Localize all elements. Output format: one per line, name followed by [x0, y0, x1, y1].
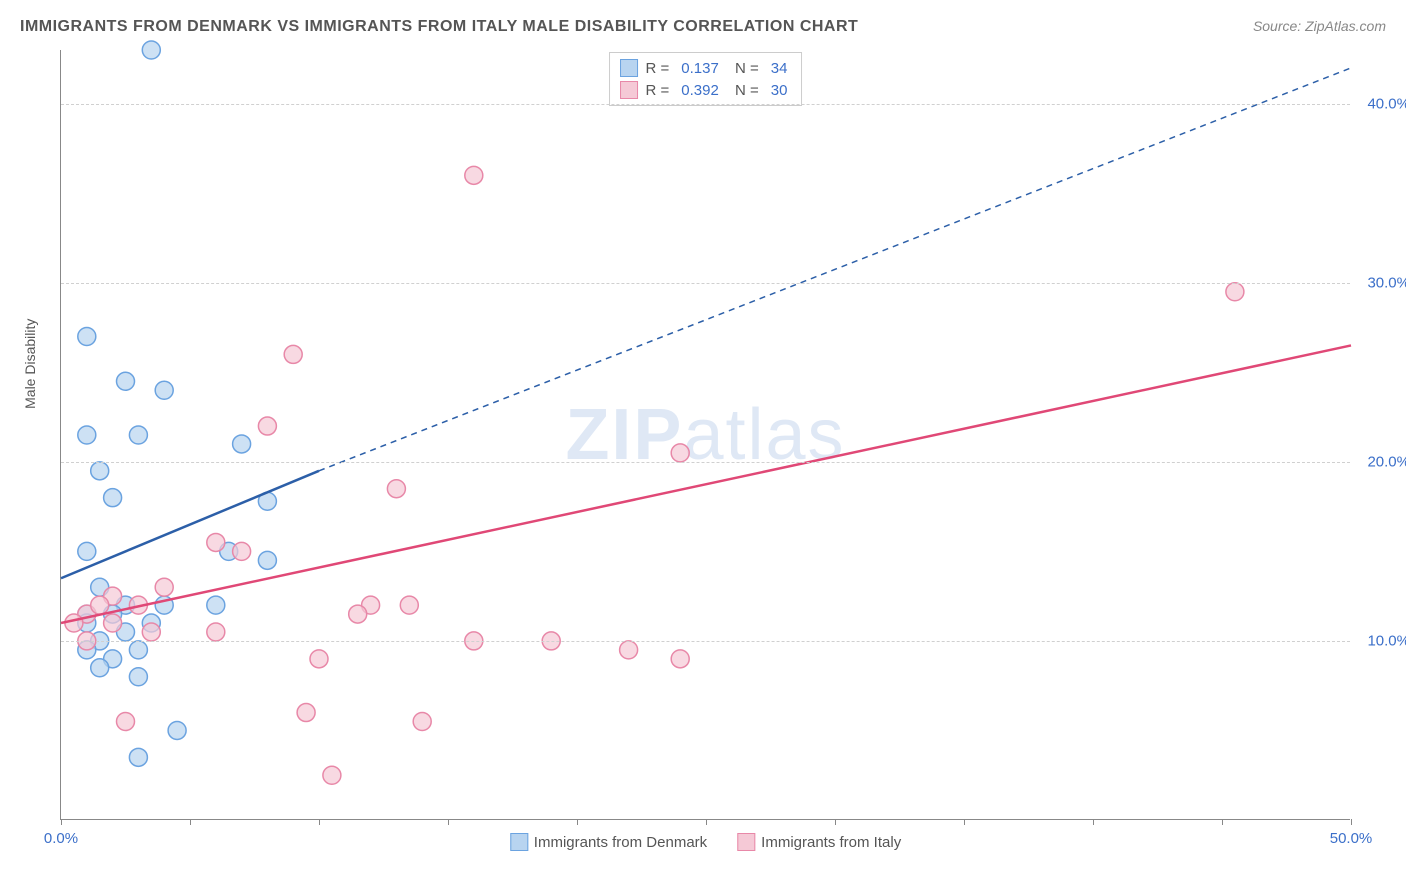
data-point	[91, 659, 109, 677]
data-point	[400, 596, 418, 614]
x-tick-label: 0.0%	[44, 830, 78, 847]
grid-line	[61, 641, 1350, 642]
y-tick-label: 30.0%	[1367, 274, 1406, 291]
data-point	[465, 166, 483, 184]
data-point	[258, 417, 276, 435]
data-point	[297, 704, 315, 722]
data-point	[142, 41, 160, 59]
data-point	[129, 641, 147, 659]
data-point	[233, 435, 251, 453]
data-point	[129, 748, 147, 766]
trend-line-dashed	[319, 68, 1351, 471]
data-point	[233, 542, 251, 560]
data-point	[104, 614, 122, 632]
x-tick	[1093, 819, 1094, 825]
data-point	[78, 426, 96, 444]
data-point	[117, 713, 135, 731]
x-tick	[1351, 819, 1352, 825]
x-tick	[577, 819, 578, 825]
grid-line	[61, 283, 1350, 284]
source-label: Source: ZipAtlas.com	[1253, 18, 1386, 34]
data-point	[323, 766, 341, 784]
data-point	[78, 328, 96, 346]
data-point	[1226, 283, 1244, 301]
data-point	[349, 605, 367, 623]
data-point	[671, 650, 689, 668]
legend-item-denmark: Immigrants from Denmark	[510, 833, 707, 851]
x-tick	[835, 819, 836, 825]
legend-label-italy: Immigrants from Italy	[761, 834, 901, 851]
y-tick-label: 40.0%	[1367, 95, 1406, 112]
swatch-denmark-icon	[510, 833, 528, 851]
y-tick-label: 20.0%	[1367, 453, 1406, 470]
chart-title: IMMIGRANTS FROM DENMARK VS IMMIGRANTS FR…	[20, 18, 858, 36]
data-point	[620, 641, 638, 659]
series-legend: Immigrants from Denmark Immigrants from …	[510, 833, 901, 851]
x-tick	[964, 819, 965, 825]
chart-container: IMMIGRANTS FROM DENMARK VS IMMIGRANTS FR…	[10, 10, 1396, 882]
data-point	[284, 345, 302, 363]
y-tick-label: 10.0%	[1367, 632, 1406, 649]
x-tick	[61, 819, 62, 825]
x-tick	[448, 819, 449, 825]
data-point	[129, 668, 147, 686]
data-point	[310, 650, 328, 668]
data-point	[207, 623, 225, 641]
swatch-italy-icon	[737, 833, 755, 851]
data-point	[91, 596, 109, 614]
data-point	[142, 623, 160, 641]
data-point	[387, 480, 405, 498]
data-point	[78, 542, 96, 560]
data-point	[155, 578, 173, 596]
data-point	[91, 462, 109, 480]
data-point	[413, 713, 431, 731]
grid-line	[61, 462, 1350, 463]
data-point	[155, 381, 173, 399]
data-point	[65, 614, 83, 632]
data-point	[129, 426, 147, 444]
data-point	[258, 551, 276, 569]
data-point	[207, 533, 225, 551]
data-point	[671, 444, 689, 462]
data-point	[207, 596, 225, 614]
legend-item-italy: Immigrants from Italy	[737, 833, 901, 851]
plot-svg	[61, 50, 1350, 819]
data-point	[168, 721, 186, 739]
grid-line	[61, 104, 1350, 105]
x-tick	[706, 819, 707, 825]
x-tick	[190, 819, 191, 825]
x-tick-label: 50.0%	[1330, 830, 1373, 847]
x-tick	[1222, 819, 1223, 825]
trend-line	[61, 345, 1351, 623]
data-point	[104, 489, 122, 507]
data-point	[117, 372, 135, 390]
y-axis-label: Male Disability	[22, 319, 38, 409]
legend-label-denmark: Immigrants from Denmark	[534, 834, 707, 851]
x-tick	[319, 819, 320, 825]
plot-area: ZIPatlas R = 0.137 N = 34 R = 0.392 N = …	[60, 50, 1350, 820]
trend-line	[61, 471, 319, 578]
